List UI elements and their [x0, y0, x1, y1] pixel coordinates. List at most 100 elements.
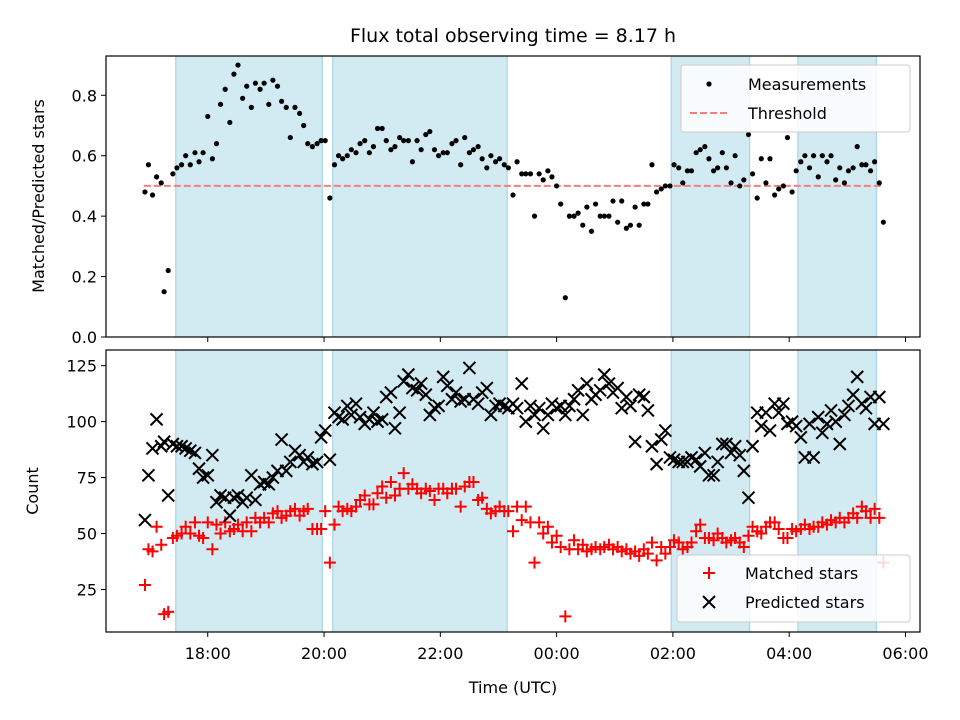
predicted-star-point: [138, 513, 152, 527]
measurement-point: [217, 101, 224, 107]
measurement-point: [649, 162, 655, 168]
predicted-star-point: [593, 383, 607, 397]
matched-star-point: [301, 502, 314, 515]
predicted-star-point: [340, 399, 355, 413]
predicted-star-point: [802, 417, 817, 431]
predicted-star-point: [571, 383, 585, 397]
predicted-star-point: [850, 370, 864, 384]
predicted-star-point: [323, 452, 337, 467]
legend-threshold-label: Threshold: [747, 104, 827, 123]
top-y-tick-label: 0.4: [72, 207, 97, 226]
measurement-point: [793, 168, 799, 174]
measurement-point: [222, 86, 228, 92]
shaded-interval: [175, 349, 323, 633]
predicted-star-point: [724, 446, 738, 460]
predicted-star-point: [789, 419, 803, 433]
predicted-star-point: [335, 412, 350, 427]
matched-star-point: [184, 527, 197, 540]
predicted-star-point: [392, 405, 407, 420]
predicted-star-point: [754, 419, 768, 433]
predicted-star-point: [615, 401, 629, 415]
predicted-star-point: [602, 376, 616, 391]
measurement-point: [314, 141, 320, 147]
top-y-tick-label: 0.8: [72, 86, 97, 105]
predicted-star-point: [872, 390, 887, 404]
measurement-point: [270, 77, 276, 83]
x-tick-label: 18:00: [185, 644, 231, 663]
predicted-star-point: [637, 390, 651, 404]
measurement-point: [423, 131, 429, 138]
matched-star-point: [528, 556, 541, 569]
predicted-star-point: [645, 439, 659, 453]
matched-star-point: [150, 520, 163, 533]
measurement-point: [405, 138, 411, 144]
measurement-point: [815, 174, 821, 180]
measurement-point: [749, 171, 756, 177]
measurement-point: [431, 147, 438, 153]
measurement-point: [149, 192, 156, 198]
measurement-point: [379, 125, 385, 132]
predicted-star-point: [649, 457, 664, 471]
measurement-point: [531, 213, 538, 219]
matched-star-point: [219, 516, 232, 529]
matched-star-point: [288, 502, 301, 515]
measurement-point: [610, 198, 616, 204]
measurement-point: [676, 165, 682, 171]
measurements-series: [142, 62, 886, 301]
predicted-star-point: [580, 376, 594, 391]
measurement-point: [392, 144, 398, 150]
predicted-star-point: [841, 399, 856, 413]
measurement-point: [540, 177, 546, 183]
chart-title: Flux total observing time = 8.17 h: [350, 25, 676, 47]
top-y-tick-label: 0.0: [72, 328, 97, 347]
predicted-star-point: [828, 414, 843, 429]
predicted-star-point: [549, 401, 564, 415]
bottom-y-tick-label: 125: [66, 357, 97, 376]
predicted-star-point: [231, 488, 245, 503]
predicted-star-point: [811, 410, 825, 424]
matched-star-point: [868, 502, 881, 515]
predicted-star-point: [794, 430, 808, 444]
measurement-point: [142, 189, 148, 195]
matched-star-point: [240, 516, 253, 529]
matched-star-point: [315, 523, 328, 536]
x-tick-label: 04:00: [766, 644, 812, 663]
measurement-point: [362, 138, 368, 144]
predicted-star-point: [436, 370, 450, 384]
matched-star-point: [502, 505, 515, 518]
measurement-point: [667, 183, 673, 189]
matched-star-point: [690, 525, 703, 538]
matched-star-point: [685, 536, 698, 549]
shaded-interval: [175, 55, 323, 338]
measurement-point: [732, 153, 738, 159]
measurement-point: [876, 180, 882, 186]
measurement-point: [810, 153, 817, 159]
measurement-point: [514, 159, 520, 165]
bottom-panel-frame: [105, 349, 921, 633]
measurement-point: [248, 104, 254, 110]
measurement-point: [187, 162, 193, 168]
measurement-point: [278, 98, 285, 104]
matched-star-point: [650, 554, 663, 567]
measurement-point: [462, 134, 468, 141]
matched-star-point: [707, 534, 720, 547]
measurement-point: [427, 128, 433, 135]
measurement-point: [353, 150, 359, 156]
measurement-point: [449, 141, 455, 147]
matched-star-point: [545, 536, 558, 549]
matched-star-point: [537, 527, 550, 540]
measurement-point: [435, 153, 442, 159]
predicted-star-point: [145, 441, 160, 456]
matched-star-point: [507, 525, 519, 538]
predicted-star-point: [453, 394, 468, 409]
predicted-star-point: [239, 491, 254, 505]
matched-star-point: [772, 523, 785, 536]
measurement-point: [854, 144, 860, 150]
measurement-point: [863, 162, 869, 168]
matched-star-point: [350, 500, 363, 513]
measurement-point: [758, 156, 764, 162]
predicted-star-point: [480, 381, 494, 395]
predicted-star-point: [262, 477, 276, 491]
axis-ticks: 18:00 20:00 22:00 00:00 02:00 04:00 06:00 0.0 0.…: [66, 86, 928, 663]
